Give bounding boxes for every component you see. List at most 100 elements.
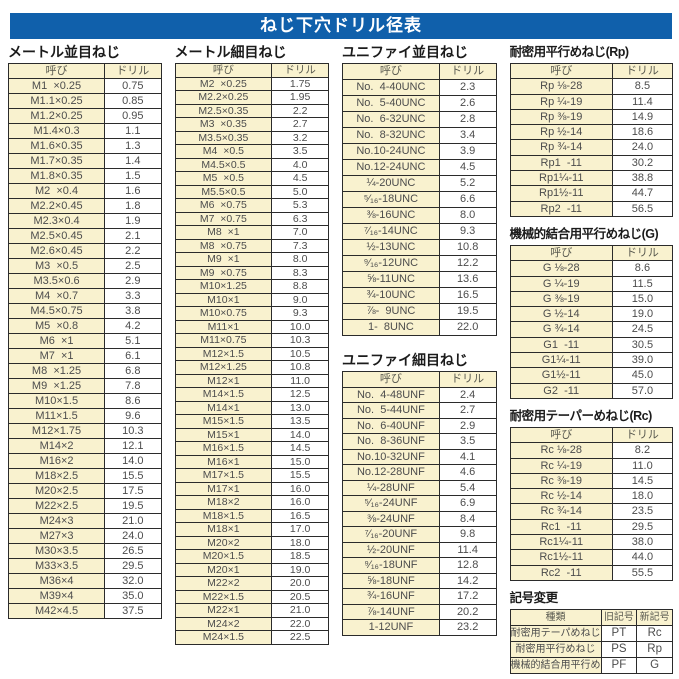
value-cell: 13.6 xyxy=(438,271,497,288)
table-row: M10×1 9.0 xyxy=(174,292,330,307)
table-row: M12×1.5 10.5 xyxy=(174,346,330,361)
value-cell: 1.6 xyxy=(104,183,162,199)
table-row: M17×1 16.0 xyxy=(174,481,330,496)
table-row: G ⅛-28 8.6 xyxy=(509,260,674,277)
table-row: ⅜-16UNC 8.0 xyxy=(342,207,497,224)
value-cell: 4.0 xyxy=(271,157,330,172)
table-row: ⅜-24UNF 8.4 xyxy=(342,510,497,527)
thread-name-cell: M2.2×0.25 xyxy=(174,90,273,105)
thread-name-cell: M4 ×0.5 xyxy=(174,144,273,159)
column-metric-fine: メートル細目ねじ 呼び ドリル M2 ×0.25 1.75 M2.2×0.25 1.95 M… xyxy=(174,44,330,645)
table-row: M4.5×0.75 3.8 xyxy=(7,303,162,319)
thread-name-cell: M12×1.25 xyxy=(174,360,273,375)
table-row: M5 ×0.5 4.5 xyxy=(174,171,330,186)
thread-name-cell: Rc ¼-19 xyxy=(509,457,613,474)
value-cell: 8.8 xyxy=(271,279,330,294)
value-cell: 18.0 xyxy=(271,535,330,550)
value-cell: 1.8 xyxy=(104,198,162,214)
table-row: M16×1 15.0 xyxy=(174,454,330,469)
table-row: M20×1.5 18.5 xyxy=(174,549,330,564)
thread-name-cell: M2 ×0.4 xyxy=(7,183,106,199)
value-cell: 35.0 xyxy=(104,588,162,604)
rp-parallel-table: 呼び ドリル Rp ⅛-28 8.5 Rp ¼-19 11.4 Rp ⅜-19 14.9 Rp … xyxy=(509,62,674,217)
thread-name-cell: M24×3 xyxy=(7,513,106,529)
thread-name-cell: Rp ½-14 xyxy=(509,124,613,141)
thread-name-cell: No. 4-48UNF xyxy=(342,386,440,403)
table-row: M14×1 13.0 xyxy=(174,400,330,415)
thread-name-cell: No.10-24UNC xyxy=(342,143,440,160)
thread-name-cell: M4.5×0.5 xyxy=(174,157,273,172)
table-row: ¾-16UNF 17.2 xyxy=(342,588,497,605)
thread-name-cell: M20×1.5 xyxy=(174,549,273,564)
table-row: Rc ⅜-19 14.5 xyxy=(509,472,674,490)
table-row: M8 ×1 7.0 xyxy=(174,225,330,240)
table-row: M5 ×0.8 4.2 xyxy=(7,318,162,334)
table-row: G1½-11 45.0 xyxy=(509,367,674,384)
thread-name-cell: M22×2.5 xyxy=(7,498,106,514)
value-cell: 4.1 xyxy=(438,448,497,465)
thread-name-cell: M8 ×1.25 xyxy=(7,363,106,379)
value-cell: 12.5 xyxy=(271,387,330,402)
thread-name-cell: ⁹⁄₁₆-18UNF xyxy=(342,557,440,574)
thread-name-cell: M2.5×0.35 xyxy=(174,103,273,118)
table-row: M18×2.5 15.5 xyxy=(7,468,162,484)
table-row: M9 ×0.75 8.3 xyxy=(174,265,330,280)
thread-name-cell: Rp ¾-14 xyxy=(509,139,613,156)
thread-name-cell: M11×1 xyxy=(174,319,273,334)
value-cell: 19.5 xyxy=(438,303,497,320)
table-row: M1.7×0.35 1.4 xyxy=(7,153,162,169)
value-cell: 9.3 xyxy=(438,223,497,240)
value-cell: 8.6 xyxy=(611,260,674,277)
value-cell: 15.0 xyxy=(611,290,674,308)
table-row: Rc ½-14 18.0 xyxy=(509,488,674,505)
thread-name-cell: M17×1 xyxy=(174,481,273,496)
value-cell: 1.95 xyxy=(271,90,330,105)
thread-name-cell: M2 ×0.25 xyxy=(174,76,273,91)
thread-name-cell: Rc1¼-11 xyxy=(509,534,613,551)
thread-name-cell: M20×1 xyxy=(174,562,273,577)
column-header: 呼び xyxy=(509,62,613,80)
table-row: ⁷⁄₁₆-14UNC 9.3 xyxy=(342,223,497,240)
value-cell: 7.8 xyxy=(104,378,162,394)
thread-name-cell: Rc ½-14 xyxy=(509,488,613,505)
value-cell: 14.2 xyxy=(438,572,497,589)
section-title-unified-coarse: ユニファイ並目ねじ xyxy=(342,44,469,60)
thread-name-cell: M8 ×0.75 xyxy=(174,238,273,253)
thread-name-cell: M10×0.75 xyxy=(174,306,273,321)
value-cell: 2.5 xyxy=(104,258,162,274)
table-row: M2.2×0.25 1.95 xyxy=(174,90,330,105)
section-title-metric-fine: メートル細目ねじ xyxy=(174,44,287,60)
value-cell: 8.0 xyxy=(438,207,497,224)
value-cell: 56.5 xyxy=(611,200,674,217)
value-cell: 1.4 xyxy=(104,153,162,169)
thread-name-cell: M30×3.5 xyxy=(7,543,106,559)
section-metric-fine: メートル細目ねじ 呼び ドリル M2 ×0.25 1.75 M2.2×0.25 1.95 M… xyxy=(174,44,330,645)
value-cell: 11.5 xyxy=(611,275,674,292)
value-cell: 18.0 xyxy=(611,488,674,505)
value-cell: 14.0 xyxy=(104,453,162,469)
table-row: M4 ×0.7 3.3 xyxy=(7,288,162,304)
value-cell: 30.5 xyxy=(611,336,674,354)
thread-name-cell: M6 ×0.75 xyxy=(174,198,273,213)
table-row: M1.6×0.35 1.3 xyxy=(7,138,162,154)
value-cell: 30.2 xyxy=(611,154,674,172)
value-cell: 13.0 xyxy=(271,400,330,415)
thread-name-cell: M1.1×0.25 xyxy=(7,93,106,109)
thread-name-cell: G1 -11 xyxy=(509,336,613,354)
value-cell: 8.4 xyxy=(438,510,497,527)
value-cell: 1.75 xyxy=(271,76,330,91)
table-row: M10×0.75 9.3 xyxy=(174,306,330,321)
value-cell: 23.5 xyxy=(611,503,674,520)
thread-name-cell: Rp1 -11 xyxy=(509,154,613,172)
thread-name-cell: ⅝-18UNF xyxy=(342,572,440,589)
section-rp-parallel: 耐密用平行めねじ(Rp) 呼び ドリル Rp ⅛-28 8.5 Rp ¼-19 11.4 R… xyxy=(509,44,674,217)
thread-name-cell: M14×2 xyxy=(7,438,106,454)
value-cell: 2.6 xyxy=(438,95,497,112)
value-cell: 17.2 xyxy=(438,588,497,605)
thread-name-cell: M33×3.5 xyxy=(7,558,106,574)
value-cell: 7.0 xyxy=(271,225,330,240)
column-header: ドリル xyxy=(611,244,674,262)
value-cell: 5.0 xyxy=(271,184,330,199)
table-row: Rp ⅜-19 14.9 xyxy=(509,108,674,126)
table-row: Rc ¾-14 23.5 xyxy=(509,503,674,520)
